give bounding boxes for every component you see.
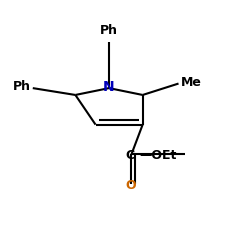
Text: —OEt: —OEt [139, 149, 177, 162]
Text: C: C [126, 149, 135, 162]
Text: O: O [125, 179, 136, 191]
Text: Me: Me [181, 76, 202, 89]
Text: Ph: Ph [100, 24, 118, 37]
Text: Ph: Ph [12, 80, 31, 94]
Text: N: N [103, 80, 115, 94]
